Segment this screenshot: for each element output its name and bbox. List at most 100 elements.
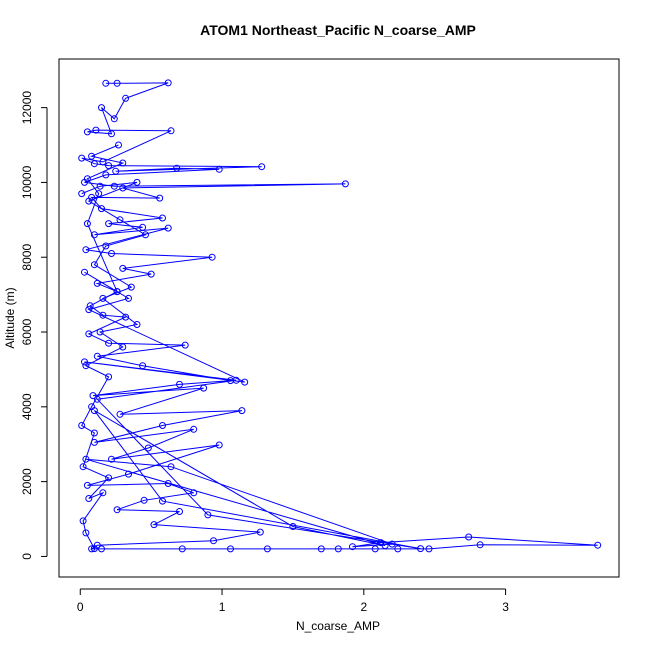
- data-point: [133, 178, 141, 186]
- data-point: [85, 330, 93, 338]
- data-point: [167, 463, 175, 471]
- data-point: [263, 545, 271, 553]
- data-point: [88, 403, 96, 411]
- data-point: [204, 511, 212, 519]
- data-point: [102, 242, 110, 250]
- data-point: [159, 497, 166, 505]
- plot-frame: [58, 58, 620, 578]
- data-point: [122, 313, 130, 321]
- data-point: [90, 261, 98, 269]
- data-point: [105, 220, 113, 228]
- data-point: [258, 163, 266, 171]
- data-point: [82, 246, 90, 254]
- data-point: [156, 194, 164, 202]
- data-point: [594, 541, 602, 549]
- data-point: [96, 328, 104, 336]
- data-point: [181, 341, 189, 349]
- data-point: [215, 165, 223, 173]
- data-point: [465, 533, 473, 541]
- data-point: [83, 128, 91, 136]
- data-point: [79, 463, 87, 471]
- x-tick-label: 2: [360, 600, 367, 614]
- data-point: [164, 224, 172, 232]
- data-point: [92, 126, 100, 134]
- data-point: [289, 523, 297, 530]
- data-point: [102, 79, 110, 87]
- y-tick-label: 2000: [20, 468, 34, 495]
- data-point: [99, 158, 107, 166]
- data-point: [82, 455, 90, 463]
- y-tick-label: 10000: [20, 165, 34, 199]
- data-point: [98, 104, 105, 112]
- data-point: [81, 268, 88, 276]
- data-point: [95, 190, 103, 198]
- data-point: [110, 115, 118, 123]
- data-point: [108, 250, 115, 257]
- data-point: [83, 220, 91, 228]
- data-point: [349, 543, 356, 551]
- data-point: [425, 545, 433, 553]
- data-point: [119, 159, 127, 167]
- y-axis: 0 2000 4000 6000 8000 10000 12000: [20, 91, 48, 560]
- chart-title: ATOM1 Northeast_Pacific N_coarse_AMP: [200, 22, 476, 38]
- data-point: [139, 362, 147, 370]
- data-point: [115, 141, 122, 149]
- data-point: [93, 279, 101, 287]
- x-axis-label: N_coarse_AMP: [296, 619, 380, 633]
- data-point: [140, 496, 148, 504]
- data-point: [88, 545, 96, 553]
- data-point: [119, 343, 127, 351]
- data-point: [122, 94, 130, 102]
- x-tick-label: 3: [502, 600, 509, 614]
- data-point: [178, 545, 186, 553]
- data-point: [159, 214, 166, 222]
- data-point: [210, 537, 217, 545]
- data-point: [82, 362, 90, 370]
- data-point: [164, 79, 172, 87]
- data-point: [105, 162, 113, 170]
- data-point: [200, 384, 208, 392]
- data-point: [99, 489, 107, 497]
- data-point: [83, 481, 91, 489]
- y-tick-label: 6000: [20, 318, 34, 345]
- data-point: [85, 197, 93, 205]
- y-tick-label: 12000: [20, 91, 34, 125]
- data-point: [105, 373, 113, 381]
- data-point: [96, 182, 104, 190]
- data-point: [127, 283, 135, 291]
- data-point: [113, 79, 121, 87]
- data-point: [241, 378, 249, 386]
- data-point: [119, 264, 127, 272]
- data-point: [99, 294, 107, 302]
- data-point: [147, 270, 155, 278]
- data-point: [144, 444, 152, 452]
- data-point: [238, 407, 246, 415]
- data-point: [90, 545, 98, 553]
- x-tick-label: 1: [219, 600, 226, 614]
- y-axis-label: Altitude (m): [3, 287, 17, 348]
- y-tick-label: 8000: [20, 244, 34, 271]
- data-point: [88, 152, 96, 160]
- data-point: [142, 231, 149, 239]
- data-point: [215, 441, 223, 449]
- data-point: [125, 470, 132, 478]
- data-point: [85, 306, 93, 314]
- data-point: [119, 184, 127, 192]
- data-point: [79, 517, 87, 525]
- data-point: [167, 127, 175, 135]
- data-point: [90, 429, 98, 437]
- data-point: [341, 180, 349, 188]
- data-point: [90, 231, 98, 239]
- data-point: [110, 182, 118, 190]
- data-point: [139, 223, 147, 231]
- data-point: [173, 164, 181, 172]
- data-point: [86, 302, 94, 310]
- data-point: [176, 380, 183, 388]
- x-axis: 0 1 2 3: [77, 588, 509, 614]
- data-point: [78, 422, 86, 429]
- data-point: [227, 545, 234, 553]
- series-line: [81, 82, 598, 550]
- data-point: [98, 545, 105, 553]
